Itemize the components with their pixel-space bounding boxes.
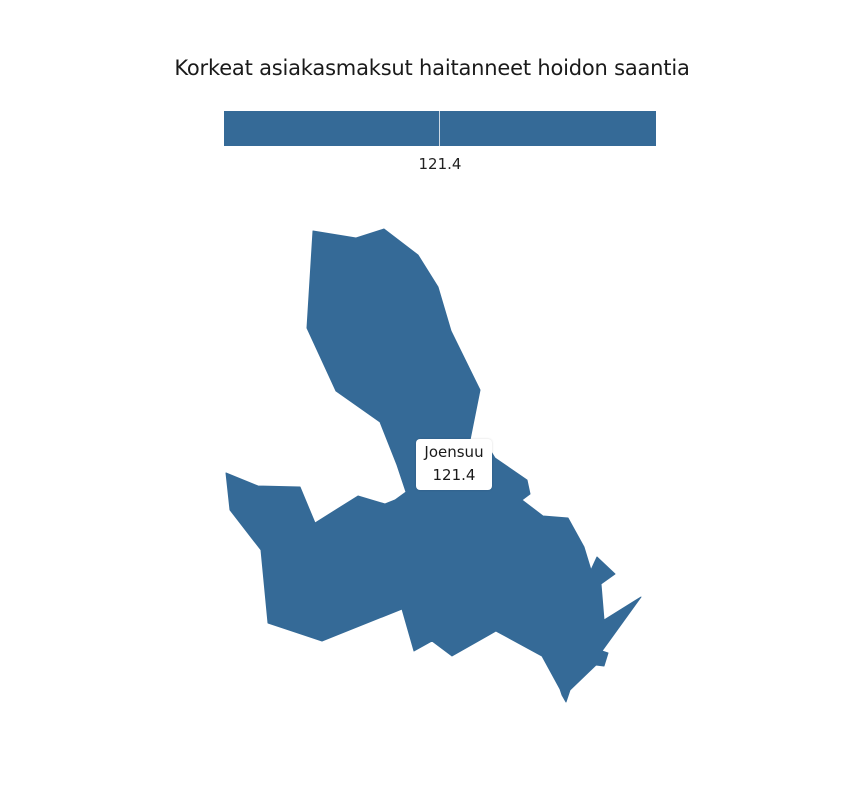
- tooltip-region-value: 121.4: [432, 466, 476, 484]
- region-tooltip: Joensuu 121.4: [416, 439, 492, 490]
- legend-tick-mark: [439, 111, 440, 146]
- legend-swatch: [224, 111, 656, 146]
- legend-value-label: 121.4: [418, 155, 462, 173]
- legend-color-bar: [224, 111, 656, 146]
- tooltip-region-name: Joensuu: [424, 443, 484, 461]
- map-title: Korkeat asiakasmaksut haitanneet hoidon …: [174, 56, 690, 80]
